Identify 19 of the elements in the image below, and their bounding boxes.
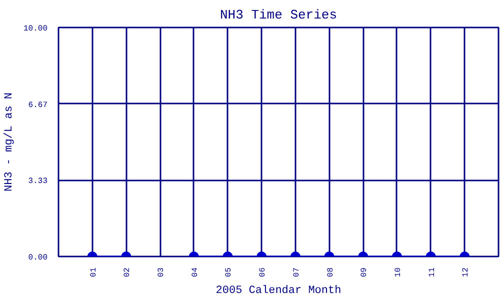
chart-title: NH3 Time Series <box>220 8 338 22</box>
x-tick-label: 05 <box>224 267 234 278</box>
x-tick-label: 03 <box>157 267 166 278</box>
x-tick-label: 07 <box>292 267 302 278</box>
x-tick-label: 09 <box>360 267 370 278</box>
y-axis-title: NH3 - mg/L as N <box>3 92 16 192</box>
y-tick-label: 0.00 <box>28 254 48 262</box>
x-tick-label: 10 <box>394 267 403 278</box>
y-tick-label: 6.67 <box>28 100 48 110</box>
x-tick-label: 06 <box>258 267 268 278</box>
y-tick-label: 3.33 <box>28 177 48 186</box>
y-tick-label: 10.00 <box>23 24 48 34</box>
x-tick-label: 04 <box>190 267 200 278</box>
x-tick-label: 01 <box>89 267 98 278</box>
x-tick-label: 02 <box>123 267 132 278</box>
x-tick-label: 11 <box>428 267 437 278</box>
x-tick-label: 12 <box>462 267 471 278</box>
x-tick-label: 08 <box>326 267 336 278</box>
x-axis-title: 2005 Calendar Month <box>216 285 342 298</box>
